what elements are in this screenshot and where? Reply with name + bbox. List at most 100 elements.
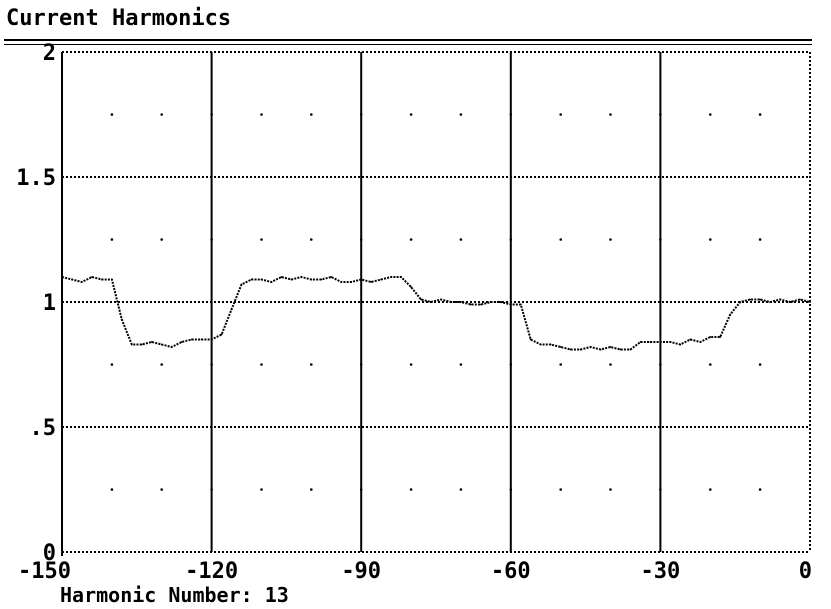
grid-dot: [409, 113, 413, 116]
grid-dot: [758, 488, 762, 491]
data-point: [739, 301, 742, 303]
grid-dot: [609, 113, 612, 116]
data-point: [430, 301, 432, 303]
data-point: [310, 278, 313, 281]
grid-dot: [110, 363, 114, 366]
series-layer: [61, 276, 811, 351]
data-point: [559, 346, 562, 348]
x-tick-labels: -150 -120 -90 -60 -30 0: [18, 559, 812, 584]
data-point: [140, 343, 143, 346]
data-point: [689, 338, 692, 341]
data-point: [759, 298, 761, 301]
data-point: [320, 278, 323, 281]
series-line-0: [61, 276, 811, 351]
grid-dot: [310, 113, 313, 116]
grid-dot: [559, 488, 562, 491]
grid-dot: [110, 238, 114, 241]
grid-dot: [409, 238, 413, 241]
data-point: [111, 278, 113, 281]
data-point: [330, 276, 333, 278]
y-tick-label: .5: [30, 416, 57, 441]
data-point: [380, 278, 382, 281]
data-point: [529, 338, 532, 341]
data-point: [200, 338, 203, 341]
data-point: [569, 348, 572, 351]
grid-dot: [609, 488, 612, 491]
y-tick-label: 0: [43, 541, 56, 566]
data-point: [71, 278, 73, 281]
harmonic-number-readout: Harmonic Number: 13: [60, 583, 289, 607]
data-point: [769, 301, 771, 303]
harmonic-number-label: Harmonic Number:: [60, 583, 253, 607]
data-point: [539, 343, 542, 346]
data-point: [190, 338, 193, 341]
grid-dot: [409, 488, 413, 491]
x-tick-label: -120: [185, 559, 238, 584]
y-tick-label: 1.5: [16, 166, 56, 191]
grid-dot: [609, 363, 612, 366]
data-point: [639, 341, 642, 343]
data-point: [180, 341, 183, 343]
grid-dot: [310, 363, 313, 366]
grid-dot: [709, 363, 712, 366]
data-point: [799, 298, 801, 301]
grid-dot: [260, 238, 263, 241]
data-point: [150, 341, 153, 343]
title-underline-thin: [4, 44, 812, 45]
data-point: [549, 343, 552, 346]
data-point: [499, 301, 502, 303]
data-point: [450, 301, 452, 303]
grid-dot: [758, 113, 762, 116]
y-tick-label: 1: [43, 291, 56, 316]
data-point: [350, 281, 353, 283]
data-point: [699, 341, 702, 343]
y-tick-labels: 0 .5 1 1.5 2: [16, 41, 56, 566]
data-point: [809, 301, 811, 303]
data-point: [460, 301, 462, 303]
data-point: [420, 298, 422, 301]
grid-dot: [459, 113, 463, 116]
data-point: [519, 303, 522, 306]
x-tick-label: -90: [341, 559, 381, 584]
data-point: [170, 346, 173, 348]
data-point: [729, 313, 732, 316]
grid-dot: [160, 113, 163, 116]
grid-dot: [260, 488, 263, 491]
grid-dot: [758, 238, 762, 241]
data-point: [280, 276, 283, 278]
grid-dot: [160, 238, 163, 241]
grid-dot: [459, 238, 463, 241]
data-point: [669, 341, 672, 343]
data-point: [120, 318, 123, 321]
grid-dot: [559, 113, 562, 116]
data-point: [81, 281, 83, 283]
data-point: [679, 343, 682, 346]
grid-dot: [709, 113, 712, 116]
grid-dot: [409, 363, 413, 366]
grid-dot: [260, 363, 263, 366]
data-point: [599, 348, 602, 351]
data-point: [360, 278, 363, 281]
data-point: [390, 276, 392, 278]
data-point: [61, 276, 63, 278]
data-point: [779, 298, 781, 301]
data-point: [270, 281, 273, 283]
grid-dot: [260, 113, 263, 116]
x-tick-label: -150: [18, 559, 71, 584]
plot-frame: [61, 51, 811, 556]
data-point: [230, 308, 233, 311]
grid-dot: [709, 488, 712, 491]
data-point: [440, 298, 442, 301]
data-point: [619, 348, 622, 351]
harmonic-number-value: 13: [264, 583, 289, 607]
data-point: [490, 301, 492, 303]
grid-dot: [609, 238, 612, 241]
data-point: [609, 346, 612, 348]
data-point: [250, 278, 253, 281]
grid-dot: [559, 363, 562, 366]
grid-layer: [62, 51, 810, 552]
data-point: [160, 343, 163, 346]
data-point: [101, 278, 103, 281]
grid-dot: [160, 363, 163, 366]
